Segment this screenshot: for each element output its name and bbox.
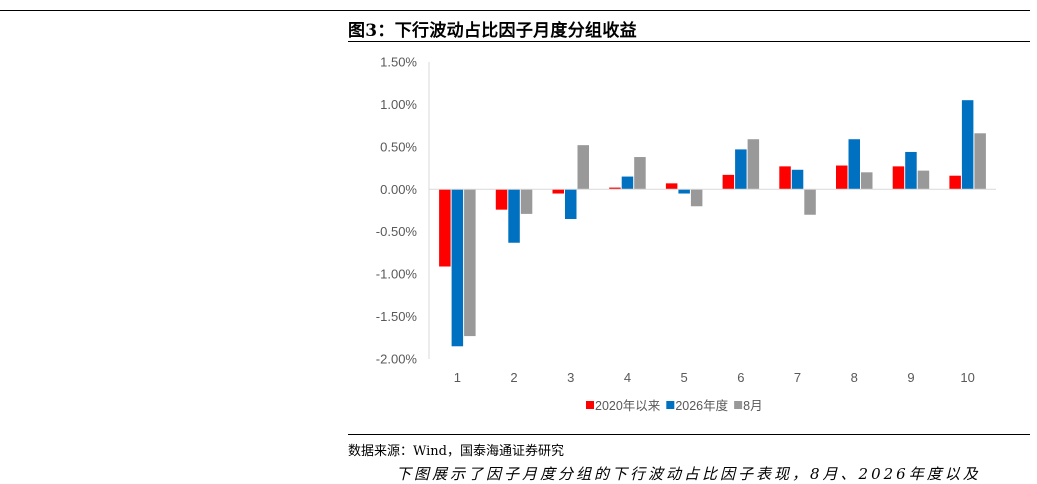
- x-tick-label: 4: [624, 370, 631, 385]
- bar: [565, 189, 577, 219]
- y-tick-label: 1.50%: [380, 55, 417, 70]
- y-tick-label: 0.00%: [380, 182, 417, 197]
- bar: [678, 189, 690, 194]
- bar: [861, 172, 873, 190]
- x-tick-label: 10: [960, 370, 974, 385]
- x-tick-label: 3: [567, 370, 574, 385]
- x-tick-label: 2: [510, 370, 517, 385]
- figure-title: 图3：下行波动占比因子月度分组收益: [348, 21, 637, 41]
- bar: [905, 151, 917, 190]
- title-rule: [348, 41, 1030, 42]
- x-tick-label: 8: [851, 370, 858, 385]
- bar: [974, 133, 986, 190]
- bar: [439, 189, 451, 267]
- bar: [520, 189, 533, 214]
- bar: [722, 174, 735, 190]
- bar: [892, 166, 905, 190]
- bar: [621, 176, 634, 190]
- bar-chart: 1.50% 1.00% 0.50% 0.00% -0.50% -1.00% -1.50% -2…: [376, 55, 996, 413]
- bar: [779, 166, 791, 190]
- x-tick-label: 1: [454, 370, 461, 385]
- legend-swatch: [586, 401, 594, 409]
- y-tick-label: 0.50%: [380, 139, 417, 154]
- bar: [836, 165, 848, 190]
- bar: [804, 189, 816, 215]
- bar: [961, 100, 974, 190]
- legend-label: 8月: [743, 399, 762, 413]
- bar: [464, 189, 476, 337]
- y-tick-label: -1.00%: [376, 267, 418, 282]
- bar: [791, 169, 804, 190]
- bottom-rule: [348, 434, 1030, 435]
- bar: [690, 189, 703, 207]
- bar: [735, 149, 747, 190]
- bar: [577, 145, 589, 190]
- bar: [848, 139, 860, 190]
- x-tick-label: 7: [794, 370, 801, 385]
- figure-source: 数据来源：Wind，国泰海通证券研究: [348, 444, 564, 459]
- y-tick-label: -1.50%: [376, 309, 418, 324]
- legend-swatch: [666, 401, 675, 409]
- bar: [451, 189, 464, 347]
- top-rule: [0, 10, 1030, 11]
- chart-container: 1.50% 1.00% 0.50% 0.00% -0.50% -1.00% -1.50% -2…: [348, 44, 1030, 430]
- bar: [949, 175, 961, 190]
- x-tick-label: 9: [907, 370, 914, 385]
- x-tick-label: 6: [737, 370, 744, 385]
- legend-label: 2020年以来: [595, 399, 661, 413]
- y-tick-label: -0.50%: [376, 224, 418, 239]
- bar: [747, 139, 760, 190]
- bar: [917, 170, 930, 190]
- x-tick-label: 5: [681, 370, 688, 385]
- bar: [665, 183, 678, 190]
- body-text-line: 下图展示了因子月度分组的下行波动占比因子表现，8月、2026年度以及: [396, 465, 981, 483]
- bar: [634, 157, 646, 190]
- legend-swatch: [734, 401, 743, 409]
- legend-label: 2026年度: [675, 398, 728, 413]
- bar: [609, 187, 621, 190]
- bar: [552, 189, 564, 194]
- y-tick-label: -2.00%: [376, 352, 418, 367]
- bar: [508, 189, 520, 243]
- bar: [495, 189, 508, 210]
- y-tick-label: 1.00%: [380, 97, 417, 112]
